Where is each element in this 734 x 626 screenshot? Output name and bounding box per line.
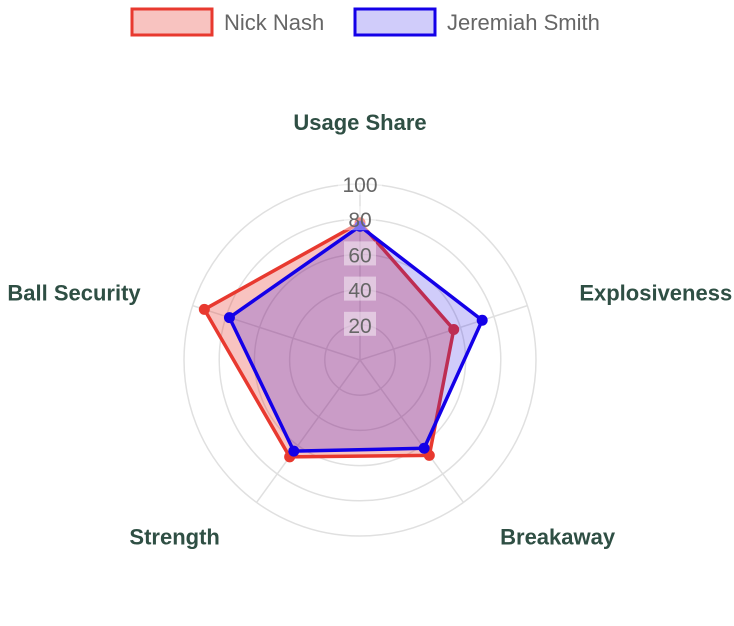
legend-item-jeremiah-smith[interactable]: Jeremiah Smith [353, 7, 600, 37]
radar-grid [183, 183, 537, 537]
tick-backdrop [344, 311, 376, 336]
legend-label-nick-nash: Nick Nash [224, 10, 324, 35]
radar-series [198, 217, 488, 463]
data-point-jeremiah-smith-ball-security[interactable] [223, 312, 235, 324]
legend-swatch-nick-nash [130, 7, 214, 37]
data-point-jeremiah-smith-breakaway[interactable] [418, 442, 430, 454]
axis-labels: Usage Share Explosiveness Breakaway Strengt… [7, 110, 732, 549]
tick-label: 20 [348, 315, 371, 338]
legend-item-nick-nash[interactable]: Nick Nash [130, 7, 324, 37]
axis-label-usage-share: Usage Share [293, 110, 426, 135]
axis-label-breakaway: Breakaway [500, 524, 616, 549]
tick-backdrop [344, 241, 376, 266]
data-point-nick-nash-ball-security[interactable] [198, 303, 210, 315]
tick-label: 60 [348, 244, 371, 267]
legend-swatch-jeremiah-smith [353, 7, 437, 37]
legend: Nick Nash Jeremiah Smith [130, 7, 600, 37]
axis-spoke [359, 359, 465, 503]
axis-spoke [192, 304, 361, 361]
radial-ticks: 20 40 60 80 100 [338, 171, 382, 338]
data-point-nick-nash-explosiveness[interactable] [448, 324, 460, 336]
axis-spoke [255, 359, 361, 503]
axis-label-explosiveness: Explosiveness [579, 281, 732, 306]
data-point-jeremiah-smith-strength[interactable] [288, 445, 300, 457]
tick-label: 40 [348, 280, 371, 303]
axis-spoke [359, 304, 528, 361]
axis-label-ball-security: Ball Security [7, 281, 141, 306]
data-point-jeremiah-smith-explosiveness[interactable] [476, 314, 488, 326]
tick-label: 80 [348, 209, 371, 232]
series-area-jeremiah-smith [227, 224, 484, 453]
tick-backdrop [344, 276, 376, 301]
data-point-jeremiah-smith-usage-share[interactable] [354, 220, 366, 232]
tick-backdrop [344, 206, 376, 231]
legend-label-jeremiah-smith: Jeremiah Smith [447, 10, 600, 35]
series-jeremiah-smith [223, 220, 488, 457]
tick-backdrop [338, 171, 382, 195]
axis-label-strength: Strength [129, 524, 219, 549]
tick-label: 100 [342, 174, 377, 197]
